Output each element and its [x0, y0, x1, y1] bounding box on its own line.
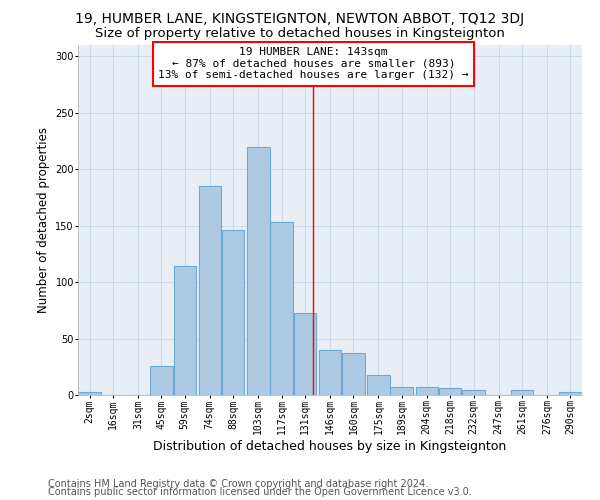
- Bar: [319, 350, 341, 395]
- Bar: [391, 387, 413, 395]
- Text: Contains HM Land Registry data © Crown copyright and database right 2024.: Contains HM Land Registry data © Crown c…: [48, 479, 428, 489]
- Bar: [271, 222, 293, 395]
- Bar: [416, 387, 438, 395]
- Bar: [559, 392, 581, 395]
- Bar: [439, 388, 461, 395]
- Bar: [150, 366, 173, 395]
- Bar: [367, 374, 389, 395]
- Bar: [79, 392, 101, 395]
- Text: Size of property relative to detached houses in Kingsteignton: Size of property relative to detached ho…: [95, 28, 505, 40]
- Text: Contains public sector information licensed under the Open Government Licence v3: Contains public sector information licen…: [48, 487, 472, 497]
- Bar: [511, 390, 533, 395]
- Text: 19, HUMBER LANE, KINGSTEIGNTON, NEWTON ABBOT, TQ12 3DJ: 19, HUMBER LANE, KINGSTEIGNTON, NEWTON A…: [76, 12, 524, 26]
- Bar: [199, 186, 221, 395]
- Y-axis label: Number of detached properties: Number of detached properties: [37, 127, 50, 313]
- Bar: [342, 353, 365, 395]
- Bar: [294, 312, 316, 395]
- X-axis label: Distribution of detached houses by size in Kingsteignton: Distribution of detached houses by size …: [154, 440, 506, 453]
- Bar: [247, 146, 269, 395]
- Bar: [462, 390, 485, 395]
- Bar: [222, 230, 244, 395]
- Text: 19 HUMBER LANE: 143sqm
← 87% of detached houses are smaller (893)
13% of semi-de: 19 HUMBER LANE: 143sqm ← 87% of detached…: [158, 48, 469, 80]
- Bar: [173, 266, 196, 395]
